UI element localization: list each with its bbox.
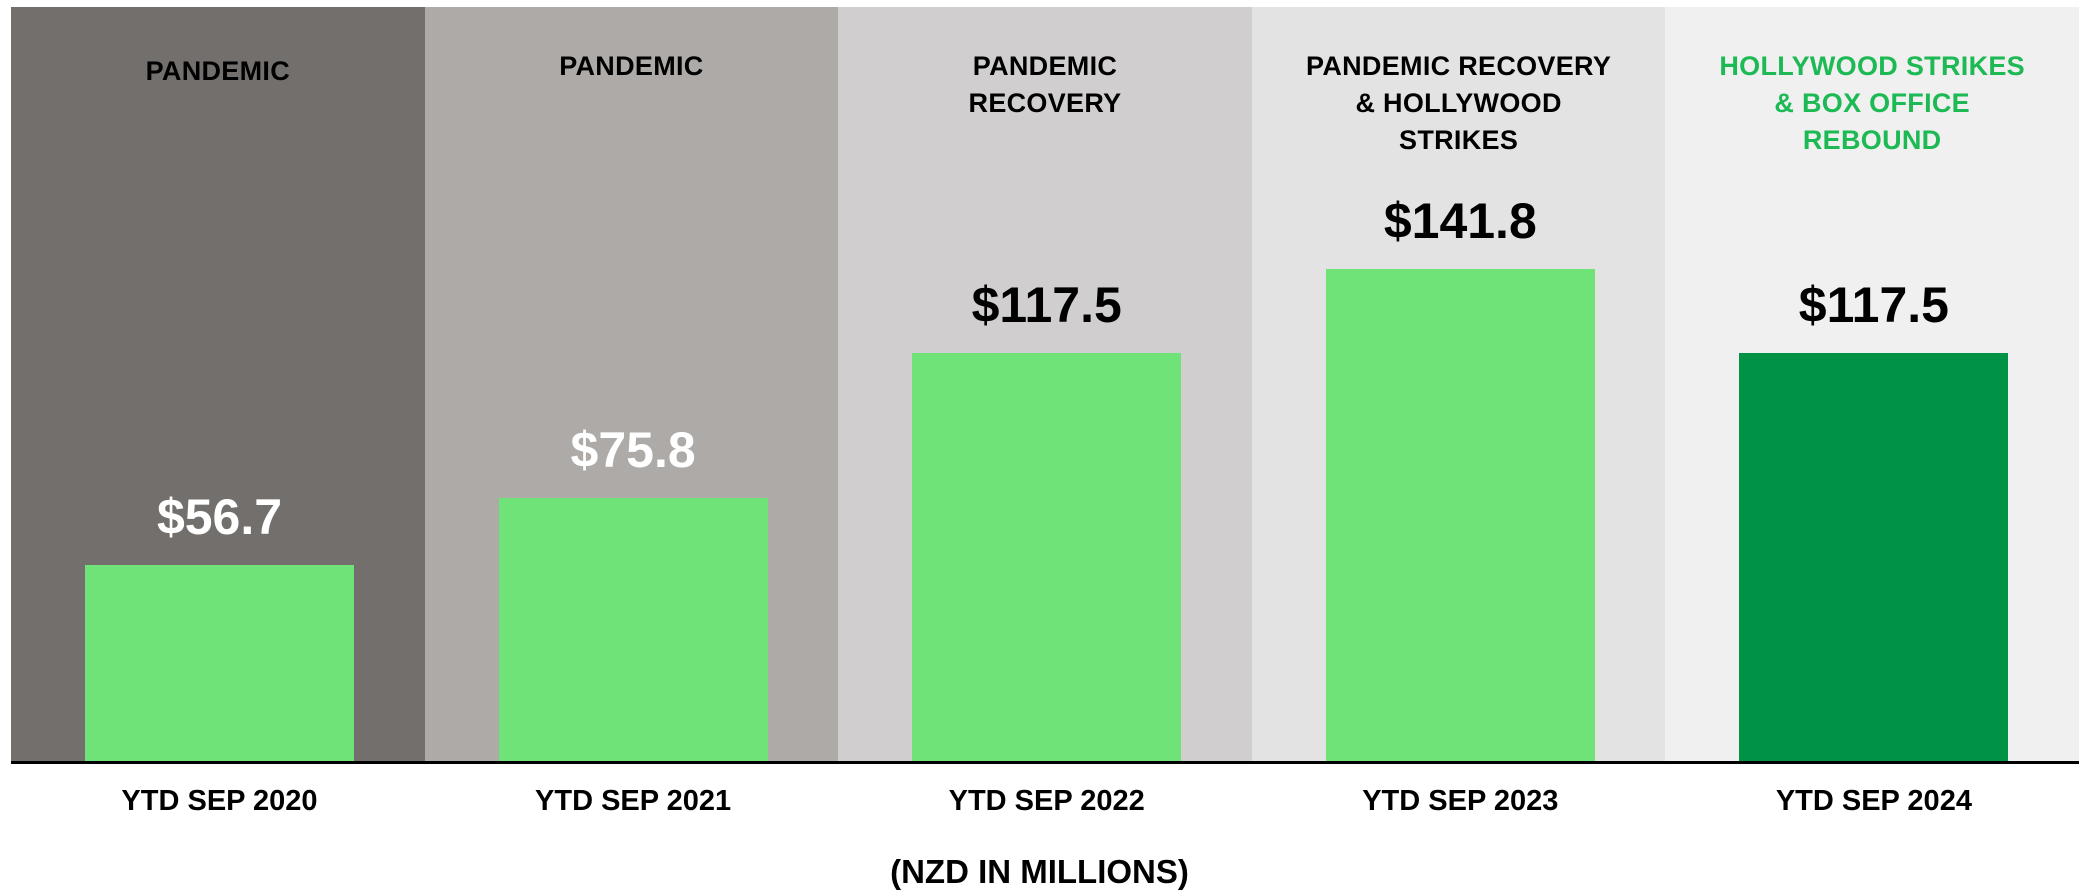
x-tick-label: YTD SEP 2022 — [948, 785, 1145, 817]
bar — [1739, 353, 2009, 762]
value-label: $141.8 — [1383, 192, 1537, 249]
x-tick-label: YTD SEP 2024 — [1775, 785, 1972, 817]
bar — [498, 498, 768, 762]
annotation: PANDEMIC RECOVERY — [968, 51, 1122, 118]
x-tick-label: YTD SEP 2020 — [121, 785, 318, 817]
value-label: $75.8 — [570, 422, 696, 479]
value-label: $117.5 — [1798, 277, 1949, 334]
bar — [85, 564, 354, 762]
x-axis-label: (NZD IN MILLIONS) — [890, 853, 1189, 890]
value-label: $56.7 — [156, 488, 283, 545]
bar — [1325, 268, 1595, 762]
annotation: HOLLYWOOD STRIKES & BOX OFFICE REBOUND — [1719, 51, 2025, 155]
annotation: PANDEMIC RECOVERY & HOLLYWOOD STRIKES — [1306, 51, 1612, 155]
x-tick-label: YTD SEP 2023 — [1362, 785, 1559, 817]
baseline — [11, 761, 2079, 764]
x-tick-label: YTD SEP 2021 — [535, 785, 732, 817]
value-label: $117.5 — [971, 277, 1122, 334]
annotation: PANDEMIC — [559, 51, 704, 81]
bar — [912, 353, 1182, 762]
annotation: PANDEMIC — [145, 56, 290, 86]
